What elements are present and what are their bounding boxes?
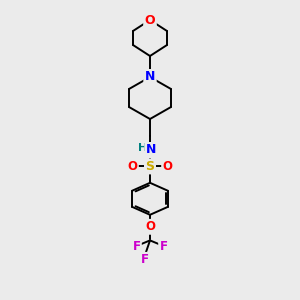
Text: F: F	[140, 253, 148, 266]
Text: O: O	[145, 14, 155, 26]
Text: O: O	[145, 220, 155, 233]
Text: F: F	[160, 239, 168, 253]
Text: O: O	[128, 160, 137, 173]
Text: N: N	[146, 143, 156, 157]
Text: S: S	[146, 160, 154, 173]
Text: F: F	[132, 239, 140, 253]
Text: H: H	[138, 143, 147, 153]
Text: N: N	[145, 70, 155, 83]
Text: O: O	[163, 160, 172, 173]
